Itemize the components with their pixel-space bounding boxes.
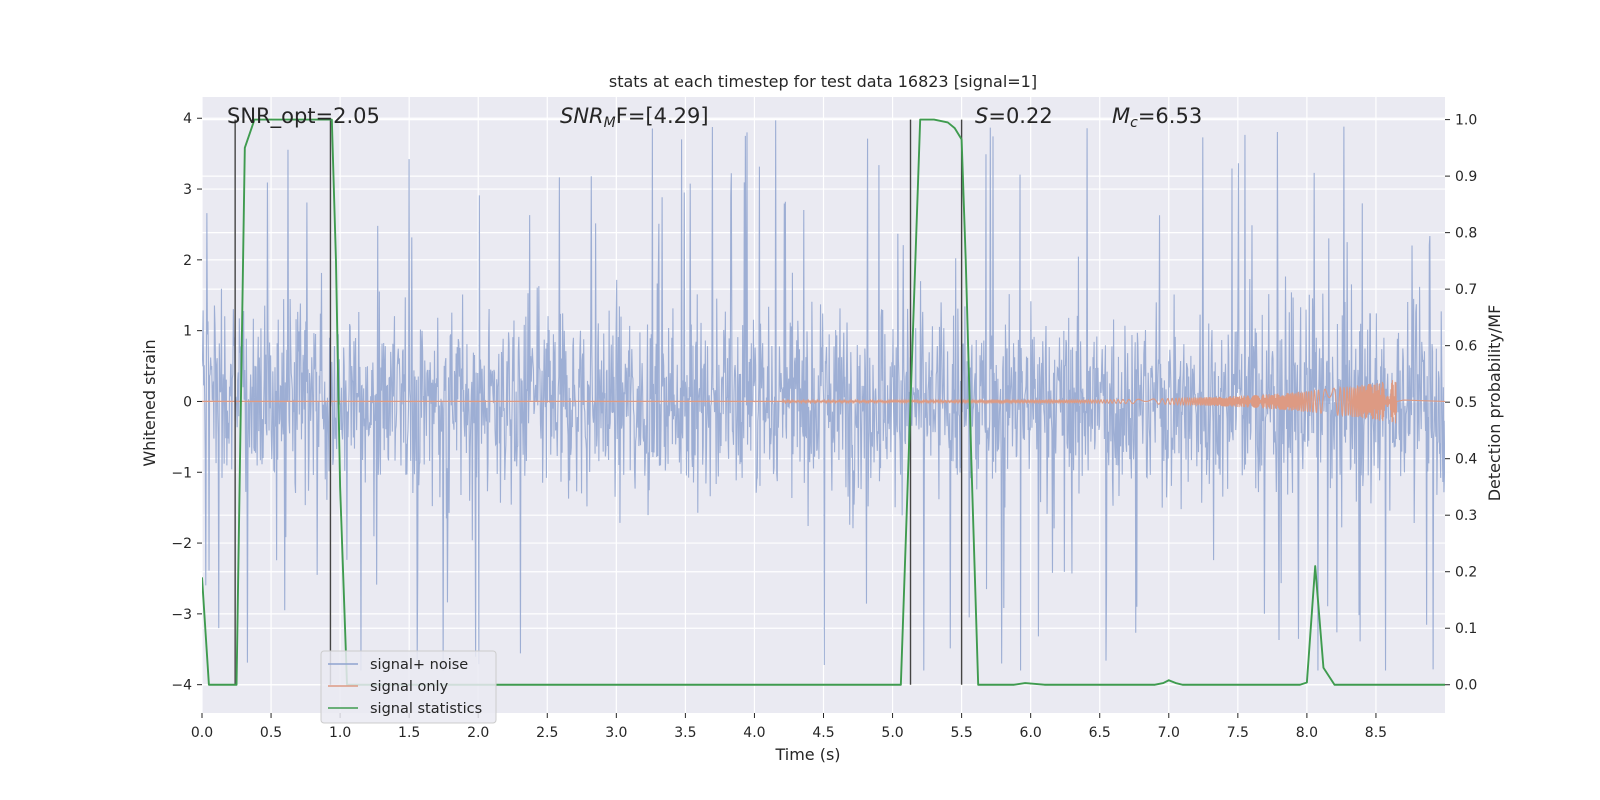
ticks: 0.0 0.5 1.0 1.5 2.0 2.5 3.0 3.5 4.0 4.5 5.0 5.5 6.0 6… bbox=[171, 111, 1477, 741]
annotation-snr-mf-sub: M bbox=[604, 115, 616, 131]
x-tick-label: 7.5 bbox=[1227, 725, 1249, 741]
y-tick-label: 0 bbox=[183, 394, 192, 410]
series-signal-statistics bbox=[202, 118, 1445, 686]
x-tick-label: 2.5 bbox=[536, 725, 558, 741]
x-tick-label: 3.0 bbox=[605, 725, 627, 741]
series-group bbox=[202, 118, 1445, 686]
annotation-s-main: S bbox=[975, 104, 988, 128]
x-tick-label: 3.5 bbox=[674, 725, 696, 741]
x-tick-label: 5.0 bbox=[881, 725, 903, 741]
y2-tick-label: 0.9 bbox=[1455, 169, 1477, 185]
series-signal-only bbox=[781, 380, 1445, 424]
x-tick-label: 4.0 bbox=[743, 725, 765, 741]
x-tick-label: 2.0 bbox=[467, 725, 489, 741]
annotation-s-rest: =0.22 bbox=[988, 104, 1052, 128]
y2-tick-label: 0.4 bbox=[1455, 452, 1477, 468]
chart-title: stats at each timestep for test data 168… bbox=[609, 72, 1037, 91]
y2-axis-label: Detection probability/MF bbox=[1485, 305, 1504, 502]
annotation-snr-mf-main: SNR bbox=[560, 104, 604, 128]
y-tick-label: −1 bbox=[171, 465, 192, 481]
legend-label-signal-statistics: signal statistics bbox=[370, 701, 482, 717]
legend: signal+ noise signal only signal statist… bbox=[320, 650, 497, 724]
x-tick-label: 6.0 bbox=[1020, 725, 1042, 741]
x-axis-label: Time (s) bbox=[774, 745, 840, 764]
annotation-snr-mf: SNRMF=[4.29] bbox=[560, 104, 709, 131]
x-tick-label: 8.5 bbox=[1365, 725, 1387, 741]
y2-tick-label: 0.1 bbox=[1455, 621, 1477, 637]
y2-tick-label: 0.2 bbox=[1455, 565, 1477, 581]
x-tick-label: 1.5 bbox=[398, 725, 420, 741]
y-axis-label: Whitened strain bbox=[140, 339, 159, 466]
x-tick-label: 5.5 bbox=[950, 725, 972, 741]
annotation-mc-sub: c bbox=[1130, 115, 1138, 131]
y-tick-label: 4 bbox=[183, 111, 192, 127]
x-tick-label: 6.5 bbox=[1089, 725, 1111, 741]
y2-tick-label: 0.3 bbox=[1455, 508, 1477, 524]
y2-tick-label: 0.5 bbox=[1455, 395, 1477, 411]
legend-box bbox=[320, 650, 497, 724]
series-signal-noise bbox=[202, 120, 1445, 671]
y-tick-label: 2 bbox=[183, 253, 192, 269]
annotations: SNR_opt=2.05 SNRMF=[4.29] S=0.22 Mc=6.53 bbox=[227, 104, 1202, 131]
y-tick-label: −2 bbox=[171, 536, 192, 552]
y-tick-label: 3 bbox=[183, 182, 192, 198]
y2-tick-label: 1.0 bbox=[1455, 113, 1477, 129]
x-tick-label: 0.0 bbox=[191, 725, 213, 741]
y-tick-label: −4 bbox=[171, 678, 192, 694]
annotation-mc: Mc=6.53 bbox=[1112, 104, 1202, 131]
annotation-snr-opt: SNR_opt=2.05 bbox=[227, 104, 380, 129]
x-tick-label: 7.0 bbox=[1158, 725, 1180, 741]
x-tick-label: 4.5 bbox=[812, 725, 834, 741]
y-tick-label: −3 bbox=[171, 607, 192, 623]
annotation-snr-mf-rest: F=[4.29] bbox=[616, 104, 709, 128]
y2-tick-label: 0.7 bbox=[1455, 282, 1477, 298]
plot-area: 0.0 0.5 1.0 1.5 2.0 2.5 3.0 3.5 4.0 4.5 5.0 5.5 6.0 6… bbox=[171, 97, 1477, 741]
annotation-s: S=0.22 bbox=[975, 104, 1053, 128]
annotation-mc-rest: =6.53 bbox=[1138, 104, 1202, 128]
x-tick-label: 1.0 bbox=[329, 725, 351, 741]
x-tick-label: 0.5 bbox=[260, 725, 282, 741]
y2-tick-label: 0.8 bbox=[1455, 226, 1477, 242]
annotation-mc-main: M bbox=[1112, 104, 1130, 128]
x-tick-label: 8.0 bbox=[1296, 725, 1318, 741]
y2-tick-label: 0.6 bbox=[1455, 339, 1477, 355]
legend-label-signal-only: signal only bbox=[370, 679, 449, 695]
y2-tick-label: 0.0 bbox=[1455, 678, 1477, 694]
y-tick-label: 1 bbox=[183, 324, 192, 340]
legend-label-signal-noise: signal+ noise bbox=[370, 657, 468, 673]
